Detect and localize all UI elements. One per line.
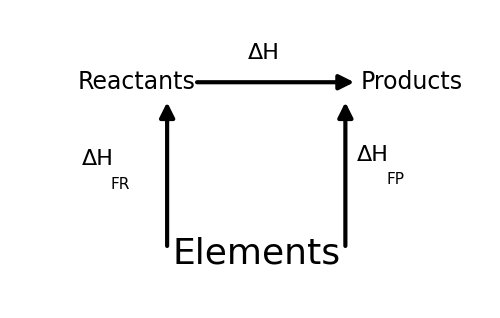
Text: ΔH: ΔH bbox=[82, 149, 114, 169]
Text: ΔH: ΔH bbox=[357, 145, 389, 165]
Text: FP: FP bbox=[386, 172, 404, 187]
Text: Reactants: Reactants bbox=[78, 70, 196, 94]
Text: ΔH: ΔH bbox=[248, 43, 280, 63]
Text: Products: Products bbox=[361, 70, 463, 94]
Text: Elements: Elements bbox=[172, 237, 340, 271]
Text: FR: FR bbox=[111, 176, 130, 191]
